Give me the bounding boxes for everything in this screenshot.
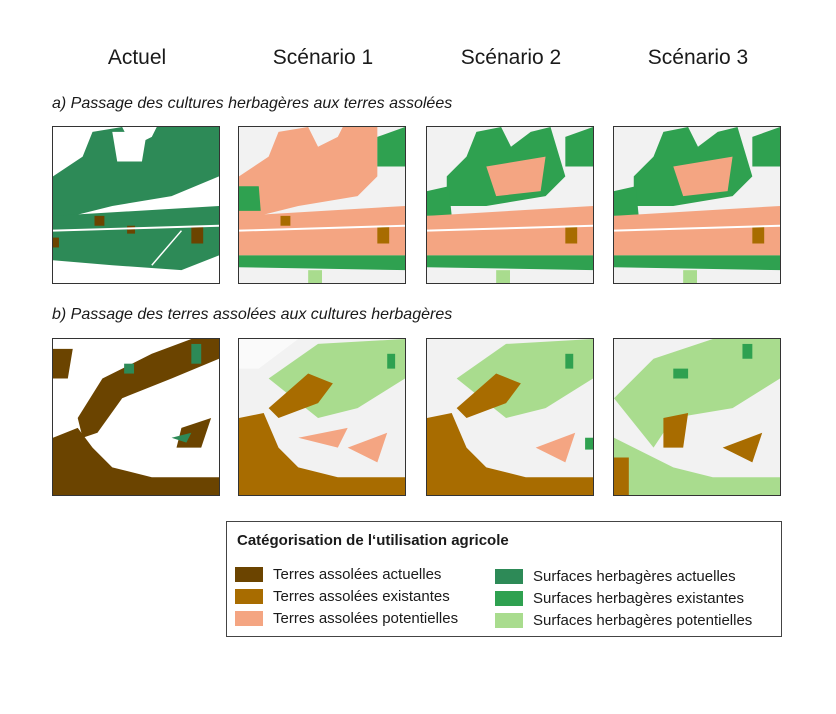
map-a-scenario-2 [426, 126, 594, 284]
legend: Catégorisation de l‘utilisation agricole… [226, 521, 782, 637]
column-title-scenario-3: Scénario 3 [647, 46, 749, 69]
row-title-b: b) Passage des terres assolées aux cultu… [52, 306, 453, 323]
map-b-actuel [52, 338, 220, 496]
swatch-surfaces-existantes [495, 591, 523, 606]
legend-item-surfaces-existantes: Surfaces herbagères existantes [495, 590, 744, 607]
column-title-actuel: Actuel [107, 46, 167, 69]
map-b-scenario-1 [238, 338, 406, 496]
swatch-surfaces-potentielles [495, 613, 523, 628]
map-a-scenario-1 [238, 126, 406, 284]
swatch-terres-existantes [235, 589, 263, 604]
map-a-scenario-3 [613, 126, 781, 284]
map-b-scenario-3 [613, 338, 781, 496]
legend-item-terres-potentielles: Terres assolées potentielles [235, 610, 458, 627]
legend-item-terres-actuelles: Terres assolées actuelles [235, 566, 441, 583]
swatch-terres-potentielles [235, 611, 263, 626]
legend-item-surfaces-actuelles: Surfaces herbagères actuelles [495, 568, 736, 585]
legend-item-surfaces-potentielles: Surfaces herbagères potentielles [495, 612, 752, 629]
map-a-actuel [52, 126, 220, 284]
map-b-scenario-2 [426, 338, 594, 496]
legend-title: Catégorisation de l‘utilisation agricole [237, 532, 509, 549]
swatch-surfaces-actuelles [495, 569, 523, 584]
legend-item-terres-existantes: Terres assolées existantes [235, 588, 450, 605]
swatch-terres-actuelles [235, 567, 263, 582]
column-title-scenario-1: Scénario 1 [272, 46, 374, 69]
column-title-scenario-2: Scénario 2 [460, 46, 562, 69]
row-title-a: a) Passage des cultures herbagères aux t… [52, 95, 453, 112]
